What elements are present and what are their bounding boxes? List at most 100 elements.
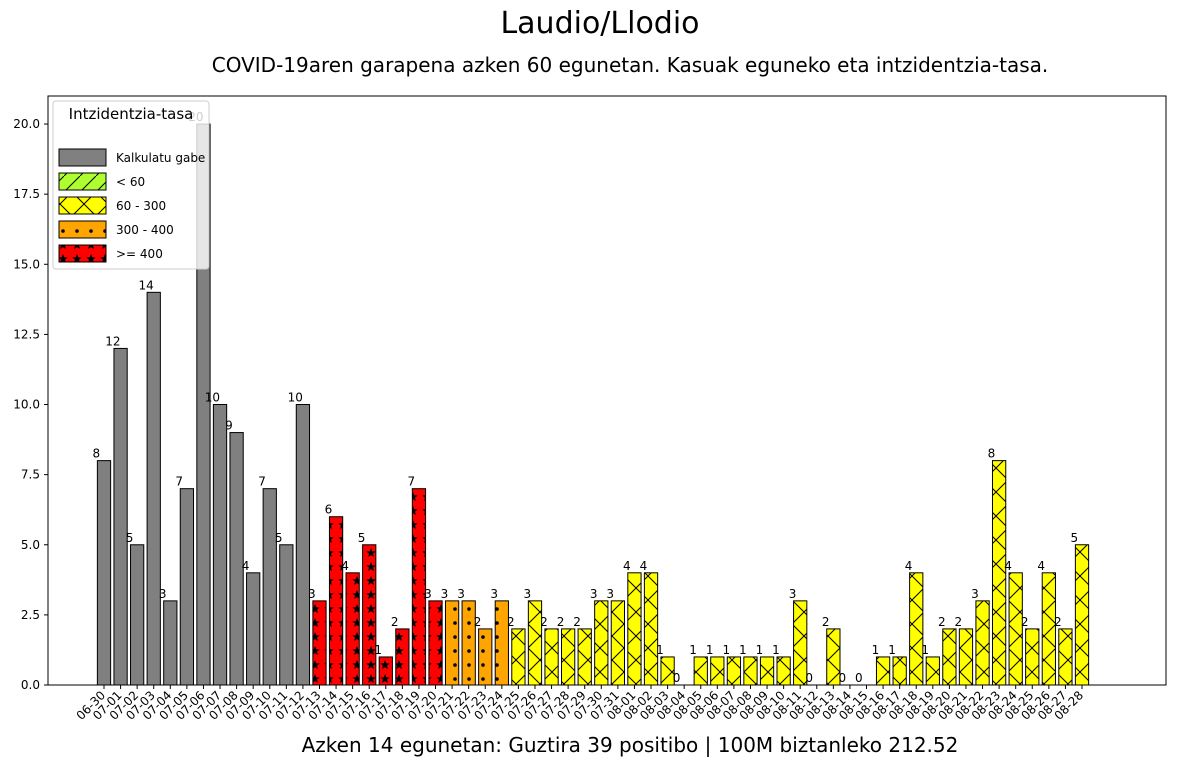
bar	[246, 572, 261, 686]
bar-value-label: 1	[772, 643, 780, 657]
legend-label: 60 - 300	[116, 199, 166, 213]
bar	[710, 656, 725, 686]
x-axis: 06-3007-0107-0207-0307-0407-0507-0607-07…	[74, 685, 1086, 723]
legend-swatch	[58, 220, 107, 239]
bar-value-label: 3	[590, 587, 598, 601]
bar-value-label: 10	[205, 391, 220, 405]
chart-title: Laudio/Llodio	[500, 6, 700, 41]
bar-value-label: 4	[1004, 559, 1012, 573]
bar	[113, 347, 128, 686]
bar-value-label: 2	[507, 615, 515, 629]
bar-value-label: 0	[838, 671, 846, 685]
bar	[163, 600, 178, 686]
legend-items: Kalkulatu gabe < 60 60 - 300 300 - 400 >= 40…	[58, 148, 205, 263]
bar	[627, 572, 642, 686]
bar-value-label: 3	[308, 587, 316, 601]
bar-value-label: 0	[805, 671, 813, 685]
bar-value-label: 3	[971, 587, 979, 601]
bar-value-label: 9	[225, 419, 233, 433]
bar-value-label: 8	[988, 447, 996, 461]
bar-value-label: 6	[325, 503, 333, 517]
bar-value-label: 4	[623, 559, 631, 573]
bar	[461, 600, 476, 686]
bar	[1058, 628, 1073, 686]
legend-swatch	[58, 172, 107, 191]
bar	[179, 488, 195, 686]
legend-label: 300 - 400	[116, 223, 174, 237]
bar-value-label: 5	[126, 531, 134, 545]
bar-value-label: 7	[175, 475, 183, 489]
bar-value-label: 3	[789, 587, 797, 601]
bar-value-label: 2	[938, 615, 946, 629]
legend: Intzidentzia-tasa Kalkulatu gabe < 60 60 -…	[52, 100, 210, 270]
bar	[1074, 544, 1090, 686]
legend-swatch	[58, 244, 107, 263]
bar-value-label: 2	[391, 615, 399, 629]
y-tick-label: 0.0	[21, 678, 40, 692]
bar-value-label: 2	[557, 615, 565, 629]
y-tick-label: 15.0	[13, 257, 40, 271]
bar	[279, 544, 294, 686]
bar-value-label: 3	[441, 587, 449, 601]
bar	[362, 544, 377, 686]
bar-value-label: 1	[739, 643, 747, 657]
bar	[345, 572, 360, 686]
y-tick-label: 7.5	[21, 468, 40, 482]
bar-value-label: 1	[656, 643, 664, 657]
bar	[958, 628, 974, 686]
bar-value-label: 2	[540, 615, 548, 629]
bar-value-label: 2	[1021, 615, 1029, 629]
bar	[1025, 628, 1040, 686]
bar	[395, 628, 410, 686]
bar	[610, 600, 625, 686]
y-tick-label: 5.0	[21, 538, 40, 552]
bar-value-label: 12	[105, 334, 120, 348]
bar-value-label: 3	[424, 587, 432, 601]
bar-value-label: 2	[955, 615, 963, 629]
chart-footer: Azken 14 egunetan: Guztira 39 positibo |…	[301, 733, 959, 757]
bar	[130, 544, 145, 686]
bar-value-label: 1	[689, 643, 697, 657]
bar	[544, 628, 559, 686]
bar-value-label: 3	[490, 587, 498, 601]
bar	[561, 628, 576, 686]
bar-value-label: 1	[888, 643, 896, 657]
bar-value-label: 8	[93, 447, 101, 461]
bar-value-label: 4	[1037, 559, 1045, 573]
bar	[577, 628, 592, 686]
bar-value-label: 5	[358, 531, 366, 545]
bar-value-label: 0	[673, 671, 681, 685]
bar	[693, 656, 708, 686]
bar	[527, 600, 543, 686]
bar-value-label: 2	[474, 615, 482, 629]
bar-value-label: 3	[606, 587, 614, 601]
bar	[212, 404, 228, 686]
bar-value-label: 1	[706, 643, 714, 657]
legend-swatch	[58, 148, 107, 167]
y-tick-label: 12.5	[13, 327, 40, 341]
bar	[892, 656, 907, 686]
bar-value-label: 4	[905, 559, 913, 573]
bar	[444, 600, 460, 686]
legend-label: >= 400	[116, 247, 163, 261]
chart-subtitle: COVID-19aren garapena azken 60 egunetan.…	[211, 53, 1049, 77]
legend-title: Intzidentzia-tasa	[69, 105, 194, 123]
bar	[96, 460, 112, 686]
bar-value-label: 1	[374, 643, 382, 657]
bar	[478, 628, 493, 686]
plot-frame	[47, 95, 1167, 686]
bar-value-label: 5	[275, 531, 283, 545]
legend-swatch	[58, 196, 107, 215]
bar	[262, 488, 277, 686]
bar-value-label: 3	[524, 587, 532, 601]
bar-value-label: 1	[722, 643, 730, 657]
bar-value-label: 4	[242, 559, 250, 573]
y-axis: 0.0 2.5 5.0 7.5 10.0 12.5 15.0 17.5 20.0	[13, 117, 48, 692]
y-tick-label: 17.5	[13, 187, 40, 201]
bar-value-label: 0	[855, 671, 863, 685]
y-tick-label: 2.5	[21, 608, 40, 622]
bar	[328, 516, 344, 686]
y-tick-label: 20.0	[13, 117, 40, 131]
bar-value-label: 5	[1071, 531, 1079, 545]
